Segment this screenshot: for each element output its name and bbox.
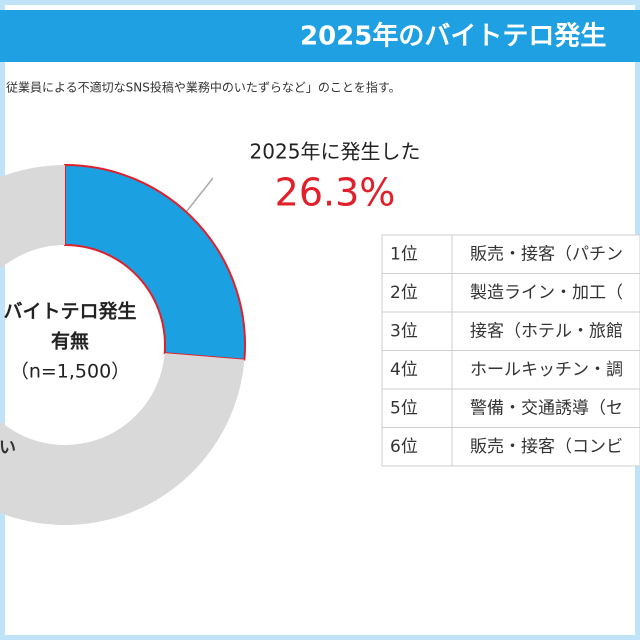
job-type: 警備・交通誘導（セ [470, 398, 623, 418]
rank: 1位 [390, 244, 418, 264]
center-label: 有無 [51, 330, 89, 353]
job-type: 販売・接客（コンビ [470, 437, 623, 457]
table-row [381, 350, 640, 390]
chart-title: 2025年のバイトテロ発生 [300, 21, 606, 52]
value-label: 26.3% [275, 171, 396, 215]
ranking-table: 1位 販売・接客（パチン 2位 製造ライン・加工（ 3位 接客（ホテル・旅館 4位 ホールキッ… [381, 234, 640, 467]
job-type: 製造ライン・加工（ [470, 283, 623, 303]
donut [0, 163, 246, 525]
job-type: 販売・接客（パチン [470, 244, 623, 264]
rank: 2位 [390, 283, 418, 303]
rank: 5位 [390, 398, 418, 418]
category-label: 2025年に発生した [250, 140, 421, 164]
table-row [381, 234, 640, 274]
table-row [381, 427, 640, 467]
rank: 6位 [390, 437, 418, 457]
donut-slice [64, 163, 246, 361]
job-type: ホールキッチン・調 [470, 360, 623, 380]
rank: 4位 [390, 360, 418, 380]
table-row [381, 311, 640, 351]
category-label: 発生していない [0, 437, 16, 458]
donut-slice [0, 165, 245, 525]
table-row [381, 388, 640, 428]
table-row [381, 273, 640, 313]
rank: 3位 [390, 321, 418, 341]
center-label: （n=1,500） [10, 361, 130, 383]
job-type: 接客（ホテル・旅館 [470, 321, 623, 341]
subtitle: 従業員による不適切なSNS投稿や業務中のいたずらなど」のことを指す。 [6, 80, 401, 95]
center-label: バイトテロ発生 [3, 300, 136, 323]
header-bar [0, 10, 640, 62]
